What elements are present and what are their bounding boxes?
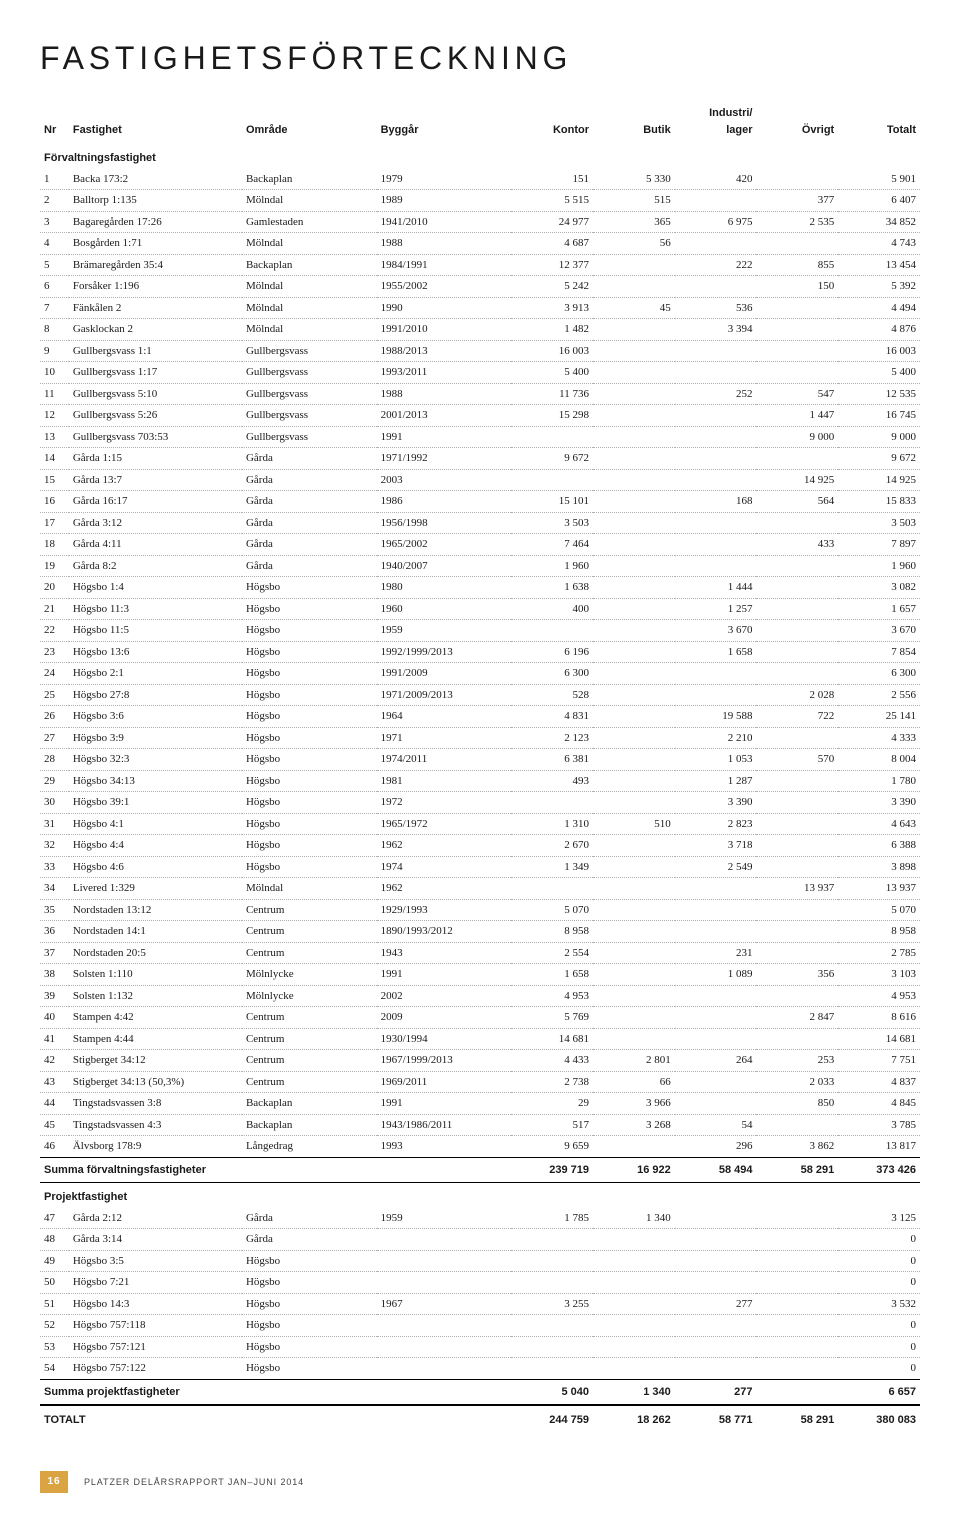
table-row: 51Högsbo 14:3Högsbo19673 2552773 532 bbox=[40, 1293, 920, 1315]
col-butik: Butik bbox=[593, 101, 675, 144]
grand-total-row: TOTALT244 75918 26258 77158 291380 083 bbox=[40, 1405, 920, 1431]
table-row: 44Tingstadsvassen 3:8Backaplan1991293 96… bbox=[40, 1093, 920, 1115]
table-row: 26Högsbo 3:6Högsbo19644 83119 58872225 1… bbox=[40, 706, 920, 728]
table-row: 45Tingstadsvassen 4:3Backaplan1943/1986/… bbox=[40, 1114, 920, 1136]
table-row: 16Gårda 16:17Gårda198615 10116856415 833 bbox=[40, 491, 920, 513]
table-row: 47Gårda 2:12Gårda19591 7851 3403 125 bbox=[40, 1208, 920, 1229]
table-row: 11Gullbergsvass 5:10Gullbergsvass198811 … bbox=[40, 383, 920, 405]
col-byggar: Byggår bbox=[377, 101, 512, 144]
table-row: 14Gårda 1:15Gårda1971/19929 6729 672 bbox=[40, 448, 920, 470]
table-row: 15Gårda 13:7Gårda200314 92514 925 bbox=[40, 469, 920, 491]
page-number: 16 bbox=[40, 1471, 68, 1493]
col-omrade: Område bbox=[242, 101, 377, 144]
table-row: 9Gullbergsvass 1:1Gullbergsvass1988/2013… bbox=[40, 340, 920, 362]
table-row: 7Fänkålen 2Mölndal19903 913455364 494 bbox=[40, 297, 920, 319]
col-fastighet: Fastighet bbox=[69, 101, 242, 144]
table-row: 53Högsbo 757:121Högsbo0 bbox=[40, 1336, 920, 1358]
section-header: Förvaltningsfastighet bbox=[40, 144, 920, 169]
table-row: 6Forsåker 1:196Mölndal1955/20025 2421505… bbox=[40, 276, 920, 298]
table-row: 8Gasklockan 2Mölndal1991/20101 4823 3944… bbox=[40, 319, 920, 341]
table-row: 33Högsbo 4:6Högsbo19741 3492 5493 898 bbox=[40, 856, 920, 878]
table-row: 31Högsbo 4:1Högsbo1965/19721 3105102 823… bbox=[40, 813, 920, 835]
table-row: 10Gullbergsvass 1:17Gullbergsvass1993/20… bbox=[40, 362, 920, 384]
table-row: 35Nordstaden 13:12Centrum1929/19935 0705… bbox=[40, 899, 920, 921]
footer-text: PLATZER DELÅRSRAPPORT JAN–JUNI 2014 bbox=[84, 1477, 304, 1487]
table-row: 27Högsbo 3:9Högsbo19712 1232 2104 333 bbox=[40, 727, 920, 749]
table-row: 24Högsbo 2:1Högsbo1991/20096 3006 300 bbox=[40, 663, 920, 685]
page-footer: 16 PLATZER DELÅRSRAPPORT JAN–JUNI 2014 bbox=[40, 1471, 920, 1493]
table-row: 1Backa 173:2Backaplan19791515 3304205 90… bbox=[40, 169, 920, 190]
subtotal-row: Summa projektfastigheter5 0401 3402776 6… bbox=[40, 1379, 920, 1405]
table-row: 34Livered 1:329Mölndal196213 93713 937 bbox=[40, 878, 920, 900]
table-row: 3Bagaregården 17:26Gamlestaden1941/20102… bbox=[40, 211, 920, 233]
table-row: 39Solsten 1:132Mölnlycke20024 9534 953 bbox=[40, 985, 920, 1007]
table-row: 20Högsbo 1:4Högsbo19801 6381 4443 082 bbox=[40, 577, 920, 599]
table-row: 4Bosgården 1:71Mölndal19884 687564 743 bbox=[40, 233, 920, 255]
table-row: 25Högsbo 27:8Högsbo1971/2009/20135282 02… bbox=[40, 684, 920, 706]
table-row: 17Gårda 3:12Gårda1956/19983 5033 503 bbox=[40, 512, 920, 534]
table-row: 23Högsbo 13:6Högsbo1992/1999/20136 1961 … bbox=[40, 641, 920, 663]
section-header: Projektfastighet bbox=[40, 1183, 920, 1208]
table-row: 49Högsbo 3:5Högsbo0 bbox=[40, 1250, 920, 1272]
table-row: 5Brämaregården 35:4Backaplan1984/199112 … bbox=[40, 254, 920, 276]
table-row: 46Älvsborg 178:9Långedrag19939 6592963 8… bbox=[40, 1136, 920, 1158]
col-industri: Industri/lager bbox=[675, 101, 757, 144]
col-nr: Nr bbox=[40, 101, 69, 144]
table-row: 19Gårda 8:2Gårda1940/20071 9601 960 bbox=[40, 555, 920, 577]
table-row: 18Gårda 4:11Gårda1965/20027 4644337 897 bbox=[40, 534, 920, 556]
table-row: 21Högsbo 11:3Högsbo19604001 2571 657 bbox=[40, 598, 920, 620]
table-row: 32Högsbo 4:4Högsbo19622 6703 7186 388 bbox=[40, 835, 920, 857]
col-ovrigt: Övrigt bbox=[756, 101, 838, 144]
table-row: 40Stampen 4:42Centrum20095 7692 8478 616 bbox=[40, 1007, 920, 1029]
table-row: 42Stigberget 34:12Centrum1967/1999/20134… bbox=[40, 1050, 920, 1072]
table-row: 50Högsbo 7:21Högsbo0 bbox=[40, 1272, 920, 1294]
property-table: Nr Fastighet Område Byggår Kontor Butik … bbox=[40, 101, 920, 1431]
table-row: 13Gullbergsvass 703:53Gullbergsvass19919… bbox=[40, 426, 920, 448]
table-row: 52Högsbo 757:118Högsbo0 bbox=[40, 1315, 920, 1337]
table-row: 41Stampen 4:44Centrum1930/199414 68114 6… bbox=[40, 1028, 920, 1050]
table-row: 48Gårda 3:14Gårda0 bbox=[40, 1229, 920, 1251]
table-row: 37Nordstaden 20:5Centrum19432 5542312 78… bbox=[40, 942, 920, 964]
col-totalt: Totalt bbox=[838, 101, 920, 144]
page-title: FASTIGHETSFÖRTECKNING bbox=[40, 40, 920, 77]
table-row: 22Högsbo 11:5Högsbo19593 6703 670 bbox=[40, 620, 920, 642]
col-kontor: Kontor bbox=[511, 101, 593, 144]
table-row: 2Balltorp 1:135Mölndal19895 5155153776 4… bbox=[40, 190, 920, 212]
table-row: 12Gullbergsvass 5:26Gullbergsvass2001/20… bbox=[40, 405, 920, 427]
table-row: 38Solsten 1:110Mölnlycke19911 6581 08935… bbox=[40, 964, 920, 986]
table-row: 43Stigberget 34:13 (50,3%)Centrum1969/20… bbox=[40, 1071, 920, 1093]
table-row: 36Nordstaden 14:1Centrum1890/1993/20128 … bbox=[40, 921, 920, 943]
table-row: 29Högsbo 34:13Högsbo19814931 2871 780 bbox=[40, 770, 920, 792]
table-row: 30Högsbo 39:1Högsbo19723 3903 390 bbox=[40, 792, 920, 814]
subtotal-row: Summa förvaltningsfastigheter239 71916 9… bbox=[40, 1157, 920, 1183]
table-row: 28Högsbo 32:3Högsbo1974/20116 3811 05357… bbox=[40, 749, 920, 771]
table-row: 54Högsbo 757:122Högsbo0 bbox=[40, 1358, 920, 1380]
